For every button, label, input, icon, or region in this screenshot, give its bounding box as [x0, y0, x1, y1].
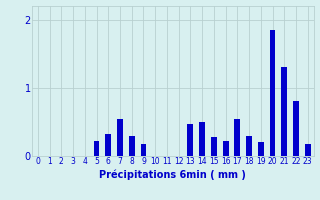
Bar — [281, 67, 287, 156]
Bar — [105, 134, 111, 156]
Bar — [270, 30, 276, 156]
Bar — [293, 101, 299, 156]
Bar — [246, 136, 252, 156]
Bar — [199, 122, 205, 156]
Bar — [211, 137, 217, 156]
Bar — [117, 118, 123, 156]
Bar — [223, 141, 228, 156]
X-axis label: Précipitations 6min ( mm ): Précipitations 6min ( mm ) — [100, 169, 246, 180]
Bar — [188, 124, 193, 156]
Bar — [235, 118, 240, 156]
Bar — [129, 136, 135, 156]
Bar — [305, 144, 311, 156]
Bar — [140, 144, 147, 156]
Bar — [93, 141, 100, 156]
Bar — [258, 142, 264, 156]
